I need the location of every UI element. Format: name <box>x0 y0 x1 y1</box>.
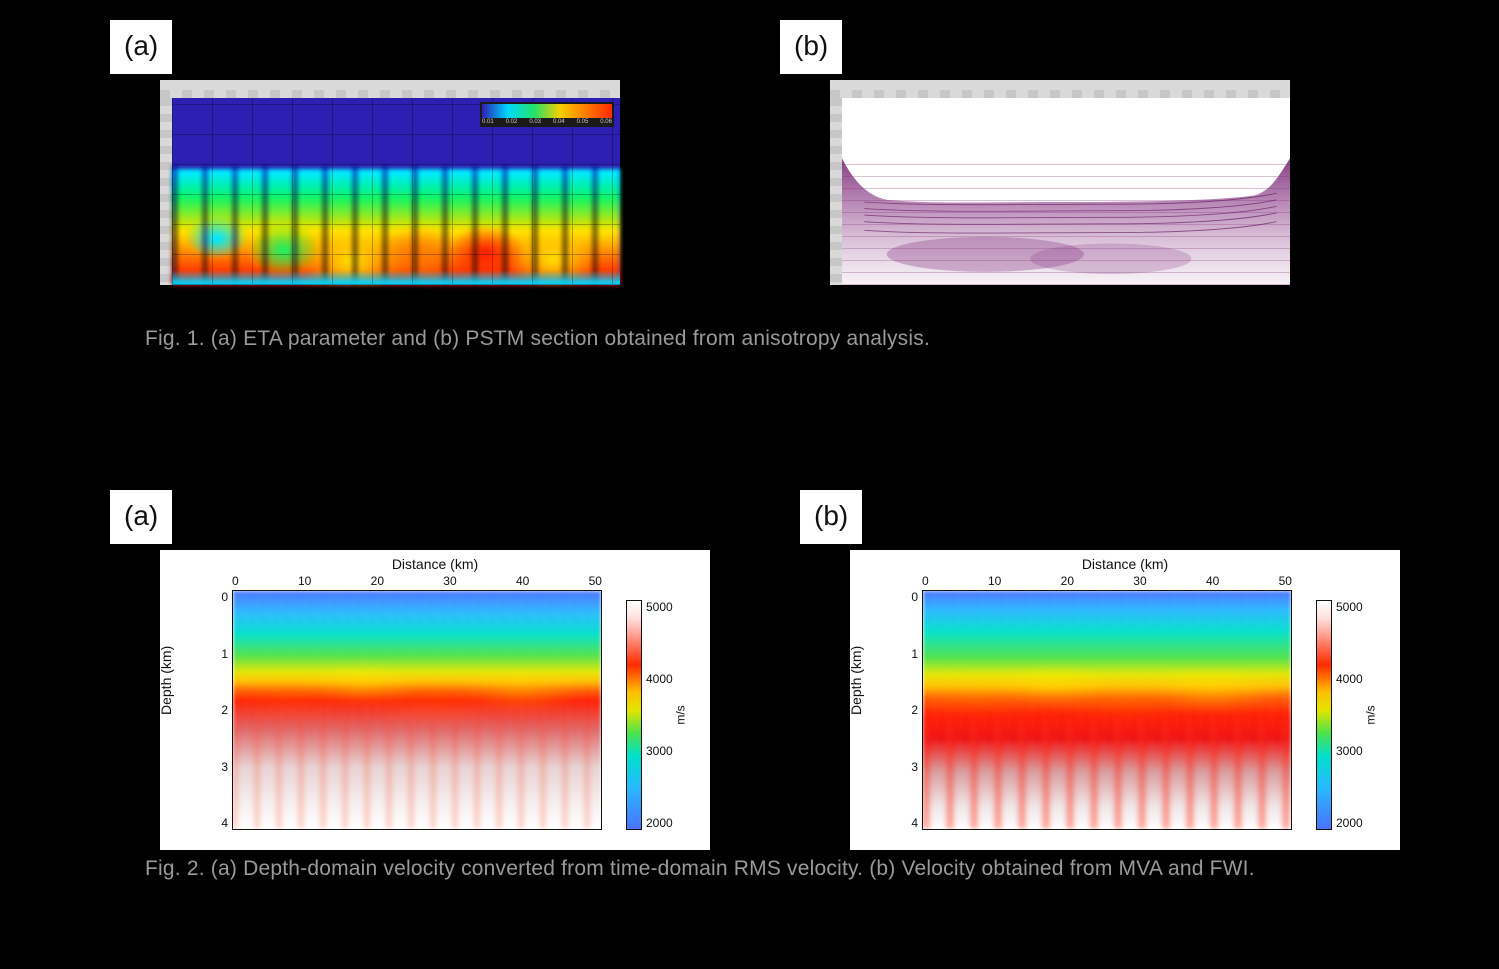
figure-1-row: (a) 0.01 0.02 0.03 <box>110 20 1499 285</box>
velocity-colorbar: 5000 4000 3000 2000 m/s <box>1316 600 1376 830</box>
fig1-tag-b: (b) <box>780 20 842 74</box>
velocity-streaks <box>233 722 601 829</box>
velocity-panel-b: Distance (km) Depth (km) 0 10 20 30 40 5… <box>850 550 1400 850</box>
eta-yscale <box>160 98 172 285</box>
ytick: 2 <box>221 703 228 717</box>
velocity-layers <box>923 591 1291 829</box>
eta-cbar-tick: 0.03 <box>529 119 541 125</box>
yaxis-label: Depth (km) <box>158 646 174 715</box>
cbar-tick: 4000 <box>646 672 680 686</box>
xtick: 0 <box>232 574 239 588</box>
eta-xscale <box>160 90 620 98</box>
xtick: 10 <box>298 574 311 588</box>
xtick: 40 <box>1206 574 1219 588</box>
velocity-colorbar-bar <box>626 600 642 830</box>
eta-colorbar-ticks: 0.01 0.02 0.03 0.04 0.05 0.06 <box>482 119 612 125</box>
figure-2-row: (a) Distance (km) Depth (km) 0 10 20 30 … <box>110 490 1499 850</box>
cbar-tick: 3000 <box>1336 744 1370 758</box>
xaxis-label: Distance (km) <box>1082 556 1168 572</box>
velocity-colorbar-bar <box>1316 600 1332 830</box>
fig2-tag-a: (a) <box>110 490 172 544</box>
velocity-layers <box>233 591 601 829</box>
velocity-colorbar: 5000 4000 3000 2000 m/s <box>626 600 686 830</box>
eta-body: 0.01 0.02 0.03 0.04 0.05 0.06 <box>160 98 620 285</box>
eta-cbar-tick: 0.06 <box>600 119 612 125</box>
fig1-panel-b: (b) <box>780 20 1290 285</box>
fig1-panel-a: (a) 0.01 0.02 0.03 <box>110 20 620 285</box>
fig1-tag-a: (a) <box>110 20 172 74</box>
pstm-body <box>830 98 1290 285</box>
pstm-xscale <box>830 90 1290 98</box>
cbar-tick: 2000 <box>1336 816 1370 830</box>
yaxis-ticks: 0 1 2 3 4 <box>204 590 228 830</box>
fig2-panel-b: (b) Distance (km) Depth (km) 0 10 20 30 … <box>800 490 1400 850</box>
cbar-tick: 3000 <box>646 744 680 758</box>
yaxis-ticks: 0 1 2 3 4 <box>894 590 918 830</box>
fig2-tag-b: (b) <box>800 490 862 544</box>
xtick: 40 <box>516 574 529 588</box>
eta-cbar-tick: 0.04 <box>553 119 565 125</box>
pstm-subsurface <box>842 154 1290 285</box>
cbar-tick: 5000 <box>1336 600 1370 614</box>
cbar-tick: 4000 <box>1336 672 1370 686</box>
cbar-tick: 2000 <box>646 816 680 830</box>
figure-2-caption: Fig. 2. (a) Depth-domain velocity conver… <box>145 850 1305 889</box>
velocity-streaks <box>923 715 1291 829</box>
ytick: 3 <box>911 760 918 774</box>
yaxis-label: Depth (km) <box>848 646 864 715</box>
figure-1-caption: Fig. 1. (a) ETA parameter and (b) PSTM s… <box>145 320 1245 359</box>
ytick: 1 <box>221 647 228 661</box>
ytick: 4 <box>221 816 228 830</box>
xtick: 50 <box>589 574 602 588</box>
xtick: 30 <box>443 574 456 588</box>
ytick: 4 <box>911 816 918 830</box>
eta-toolbar <box>160 80 620 90</box>
velocity-colorbar-unit: m/s <box>1363 705 1377 724</box>
velocity-plot-a <box>232 590 602 830</box>
xtick: 20 <box>1061 574 1074 588</box>
eta-cbar-tick: 0.01 <box>482 119 494 125</box>
ytick: 2 <box>911 703 918 717</box>
eta-plot-area: 0.01 0.02 0.03 0.04 0.05 0.06 <box>172 98 620 285</box>
ytick: 0 <box>221 590 228 604</box>
eta-cbar-tick: 0.05 <box>577 119 589 125</box>
eta-colorbar: 0.01 0.02 0.03 0.04 0.05 0.06 <box>480 102 614 127</box>
velocity-panel-a: Distance (km) Depth (km) 0 10 20 30 40 5… <box>160 550 710 850</box>
velocity-plot-b <box>922 590 1292 830</box>
ytick: 1 <box>911 647 918 661</box>
ytick: 0 <box>911 590 918 604</box>
pstm-water-column <box>842 98 1290 158</box>
xaxis-ticks: 0 10 20 30 40 50 <box>922 574 1292 588</box>
xaxis-ticks: 0 10 20 30 40 50 <box>232 574 602 588</box>
eta-heatmap: 0.01 0.02 0.03 0.04 0.05 0.06 <box>160 80 620 285</box>
eta-cbar-tick: 0.02 <box>506 119 518 125</box>
pstm-toolbar <box>830 80 1290 90</box>
cbar-tick: 5000 <box>646 600 680 614</box>
xtick: 10 <box>988 574 1001 588</box>
pstm-plot-area <box>842 98 1290 285</box>
xtick: 30 <box>1133 574 1146 588</box>
xaxis-label: Distance (km) <box>392 556 478 572</box>
xtick: 0 <box>922 574 929 588</box>
ytick: 3 <box>221 760 228 774</box>
pstm-yscale <box>830 98 842 285</box>
eta-colorbar-bar <box>482 104 612 118</box>
xtick: 20 <box>371 574 384 588</box>
pstm-section <box>830 80 1290 285</box>
fig2-panel-a: (a) Distance (km) Depth (km) 0 10 20 30 … <box>110 490 710 850</box>
velocity-colorbar-unit: m/s <box>673 705 687 724</box>
xtick: 50 <box>1279 574 1292 588</box>
